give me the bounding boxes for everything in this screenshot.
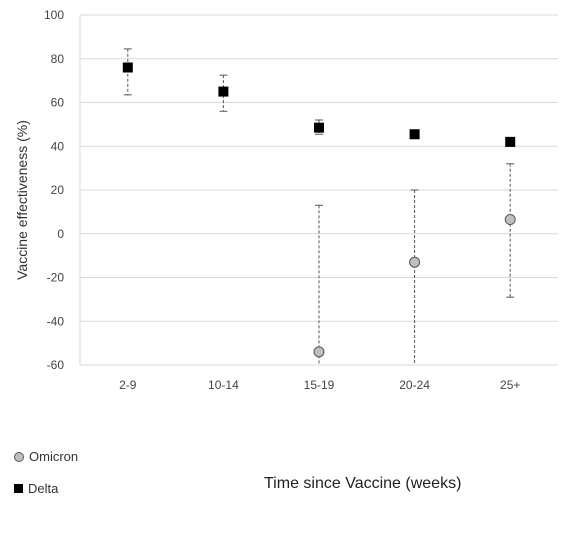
x-axis-title: Time since Vaccine (weeks) (264, 475, 462, 492)
omicron-point (409, 256, 421, 268)
y-tick-label: 40 (51, 139, 65, 153)
legend-label-delta: Delta (28, 481, 59, 496)
y-tick-label: 80 (51, 52, 65, 66)
chart: Vaccine effectiveness (%) 100 80 60 40 20 0 -2… (14, 8, 558, 392)
delta-point (505, 136, 516, 147)
y-tick-label: 20 (51, 183, 65, 197)
y-tick-label: -20 (47, 271, 65, 285)
delta-point (314, 122, 324, 133)
y-tick-label: 100 (44, 8, 64, 22)
delta-point (409, 129, 420, 140)
delta-marker-icon (14, 484, 23, 493)
x-tick-label: 10-14 (208, 378, 239, 392)
x-tick-label: 25+ (500, 378, 520, 392)
legend-item-delta: Delta (14, 481, 58, 496)
y-tick-label: 0 (57, 227, 64, 241)
omicron-marker-icon (14, 451, 24, 462)
legend-item-omicron: Omicron (14, 449, 78, 464)
y-tick-label: -60 (47, 358, 65, 372)
y-tick-label: -40 (47, 314, 65, 328)
omicron-point (504, 214, 516, 226)
x-tick-label: 2-9 (119, 378, 137, 392)
x-tick-label: 20-24 (399, 378, 430, 392)
legend-label-omicron: Omicron (29, 449, 79, 464)
y-tick-label: 60 (51, 96, 65, 110)
y-axis-title: Vaccine effectiveness (%) (14, 120, 30, 280)
omicron-point (313, 346, 325, 358)
delta-point (218, 86, 229, 97)
x-tick-label: 15-19 (304, 378, 335, 392)
delta-point (122, 62, 133, 73)
